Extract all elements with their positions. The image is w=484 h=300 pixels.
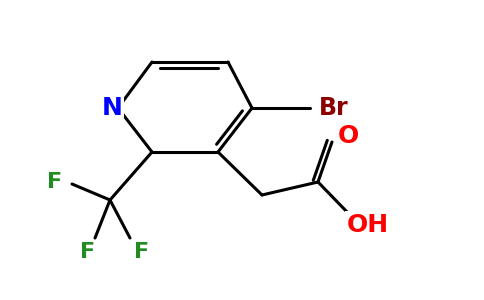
Text: N: N	[102, 96, 122, 120]
Text: F: F	[80, 242, 95, 262]
Text: Br: Br	[319, 96, 349, 120]
Text: F: F	[135, 242, 150, 262]
Text: O: O	[337, 124, 359, 148]
Text: OH: OH	[347, 213, 389, 237]
Text: F: F	[47, 172, 62, 192]
